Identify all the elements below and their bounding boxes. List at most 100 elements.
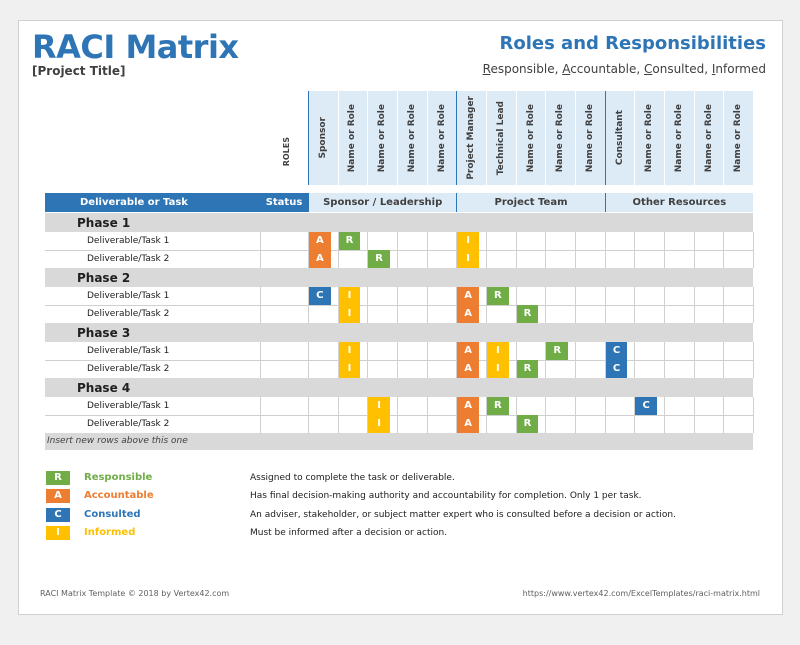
cell-divider [604, 305, 606, 323]
cell-divider [515, 232, 517, 250]
raci-cell-r[interactable]: R [487, 397, 509, 415]
cell-divider [397, 287, 398, 305]
raci-cell-r[interactable]: R [516, 305, 539, 323]
raci-cell-r[interactable]: R [546, 342, 569, 360]
role-header[interactable]: Name or Role [338, 91, 368, 185]
role-header[interactable]: Name or Role [634, 91, 664, 185]
cell-divider [753, 287, 755, 305]
role-header[interactable]: Consultant [605, 91, 635, 185]
role-header[interactable]: Name or Role [367, 91, 397, 185]
role-header-bg [486, 91, 516, 185]
raci-cell-a[interactable]: A [309, 232, 331, 250]
roles-label: ROLES [282, 137, 291, 167]
cell-divider [753, 232, 755, 250]
raci-cell-r[interactable]: R [368, 250, 390, 268]
legend-description: Must be informed after a decision or act… [250, 528, 448, 538]
cell-divider [723, 232, 725, 250]
legend-name: Consulted [84, 509, 141, 520]
role-header[interactable]: Name or Role [516, 91, 546, 185]
role-header[interactable]: Name or Role [427, 91, 457, 185]
raci-cell-r[interactable]: R [516, 360, 539, 378]
cell-divider [456, 397, 458, 415]
project-title[interactable]: [Project Title] [32, 64, 126, 78]
legend-description: An adviser, stakeholder, or subject matt… [250, 510, 676, 520]
task-row: Deliverable/Task 2 I A R [45, 415, 755, 434]
legend-name: Responsible [84, 472, 153, 483]
role-name: Name or Role [584, 103, 595, 173]
task-label[interactable]: Deliverable/Task 1 [87, 236, 170, 246]
cell-divider [486, 287, 488, 305]
cell-divider [426, 415, 428, 433]
cell-divider [260, 287, 261, 305]
cell-divider [426, 360, 428, 378]
cell-divider [260, 397, 261, 415]
cell-divider [337, 305, 339, 323]
raci-cell-i[interactable]: I [338, 305, 361, 323]
role-name: Sponsor [317, 117, 328, 159]
cell-divider [337, 397, 339, 415]
raci-cell-c[interactable]: C [605, 342, 628, 360]
raci-cell-c[interactable]: C [605, 360, 628, 378]
cell-divider [634, 415, 636, 433]
raci-cell-i[interactable]: I [368, 397, 390, 415]
raci-cell-a[interactable]: A [457, 397, 479, 415]
raci-cell-a[interactable]: A [457, 287, 479, 305]
raci-cell-i[interactable]: I [338, 360, 361, 378]
role-header[interactable]: Project Manager [456, 91, 486, 185]
raci-cell-c[interactable]: C [309, 287, 331, 305]
role-header-bg [426, 91, 457, 185]
raci-cell-a[interactable]: A [457, 360, 479, 378]
role-header-bg [308, 91, 338, 185]
role-header[interactable]: Sponsor [308, 91, 338, 185]
raci-cell-r[interactable]: R [338, 232, 361, 250]
subtitle-initial: A [562, 62, 571, 76]
raci-cell-i[interactable]: I [338, 287, 361, 305]
cell-divider [604, 232, 606, 250]
role-header[interactable]: Name or Role [723, 91, 753, 185]
raci-cell-r[interactable]: R [487, 287, 509, 305]
raci-cell-i[interactable]: I [487, 342, 509, 360]
raci-cell-i[interactable]: I [457, 250, 479, 268]
cell-divider [260, 415, 261, 433]
task-label[interactable]: Deliverable/Task 2 [87, 419, 170, 429]
cell-divider [308, 232, 309, 250]
cell-divider [604, 360, 606, 378]
cell-divider [634, 287, 636, 305]
raci-cell-r[interactable]: R [516, 415, 539, 433]
raci-cell-i[interactable]: I [487, 360, 509, 378]
phase-row: Phase 4 [45, 378, 753, 397]
role-header[interactable]: Name or Role [694, 91, 724, 185]
task-label[interactable]: Deliverable/Task 1 [87, 401, 170, 411]
cell-divider [515, 360, 517, 378]
task-label[interactable]: Deliverable/Task 2 [87, 309, 170, 319]
raci-cell-c[interactable]: C [635, 397, 658, 415]
raci-cell-i[interactable]: I [368, 415, 390, 433]
cell-divider [575, 305, 577, 323]
role-header-bg [515, 91, 546, 185]
cell-divider [693, 397, 695, 415]
raci-cell-a[interactable]: A [457, 415, 479, 433]
task-label[interactable]: Deliverable/Task 2 [87, 254, 170, 264]
cell-divider [753, 415, 755, 433]
role-header[interactable]: Name or Role [545, 91, 575, 185]
raci-cell-a[interactable]: A [457, 305, 479, 323]
cell-divider [664, 397, 666, 415]
role-header[interactable]: Name or Role [397, 91, 427, 185]
cell-divider [456, 415, 458, 433]
raci-cell-a[interactable]: A [457, 342, 479, 360]
group-header: Project Team [456, 193, 605, 212]
raci-cell-i[interactable]: I [338, 342, 361, 360]
footer-link[interactable]: https://www.vertex42.com/ExcelTemplates/… [522, 589, 760, 598]
subtitle-part: Informed [712, 62, 766, 76]
raci-cell-i[interactable]: I [457, 232, 479, 250]
task-label[interactable]: Deliverable/Task 2 [87, 364, 170, 374]
cell-divider [367, 232, 369, 250]
cell-divider [397, 250, 398, 268]
task-label[interactable]: Deliverable/Task 1 [87, 346, 170, 356]
raci-cell-a[interactable]: A [309, 250, 331, 268]
role-header[interactable]: Name or Role [664, 91, 694, 185]
role-header[interactable]: Name or Role [575, 91, 605, 185]
task-label[interactable]: Deliverable/Task 1 [87, 291, 170, 301]
role-header[interactable]: Technical Lead [486, 91, 516, 185]
